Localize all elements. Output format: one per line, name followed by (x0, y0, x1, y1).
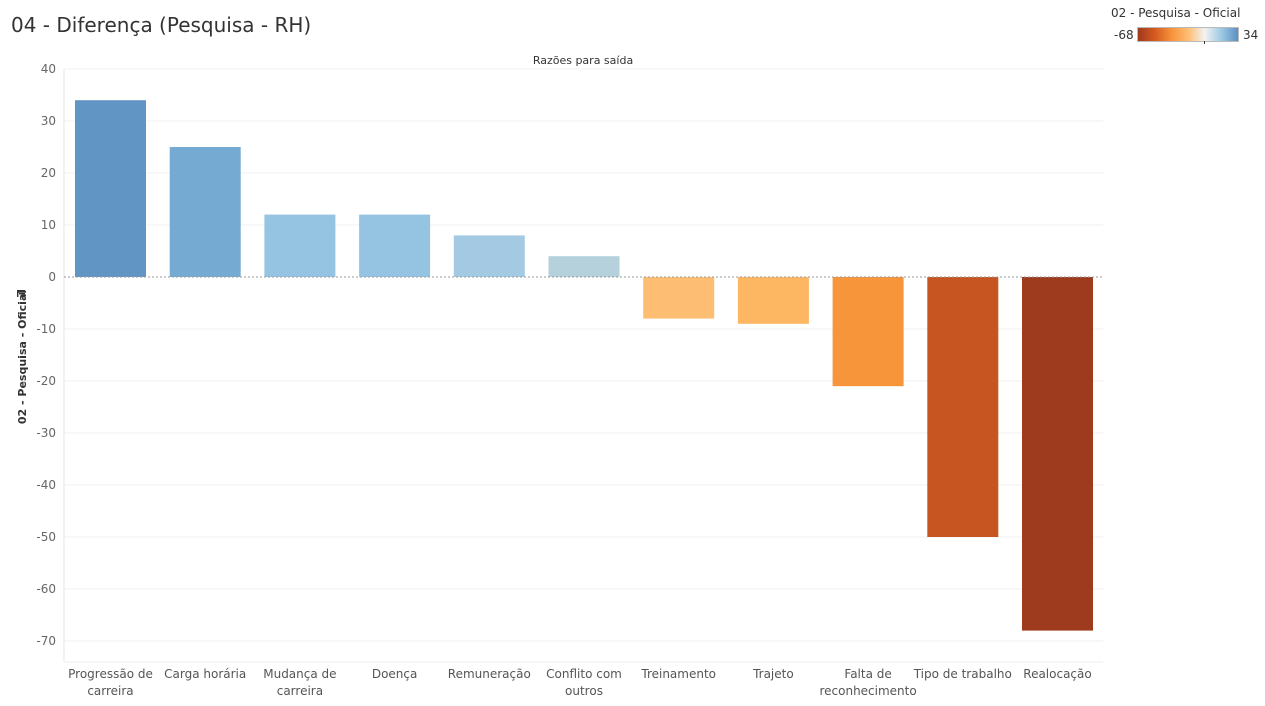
bar[interactable] (453, 235, 525, 277)
x-axis: Progressão de carreira Carga horária Mudanç… (68, 667, 1092, 698)
bar[interactable] (359, 214, 431, 277)
legend-zero-tick (1204, 41, 1205, 44)
y-tick-label: -70 (36, 634, 56, 648)
bar[interactable] (832, 277, 904, 387)
y-tick-label: 0 (48, 270, 56, 284)
x-tick-label: Doença (372, 667, 418, 681)
y-tick-label: -50 (36, 530, 56, 544)
y-axis-title: 02 - Pesquisa - Oficial (16, 290, 29, 424)
legend-gradient-bar (1137, 27, 1239, 42)
y-tick-label: 20 (41, 166, 56, 180)
bar[interactable] (737, 277, 809, 324)
y-tick-label: -20 (36, 374, 56, 388)
x-tick-label: Conflito com outros (546, 667, 622, 698)
bars (64, 100, 1103, 631)
bar[interactable] (75, 100, 146, 277)
x-tick-label: Realocação (1023, 667, 1091, 681)
bar[interactable] (169, 147, 241, 277)
legend-min-label: -68 (1114, 28, 1134, 42)
bar[interactable] (264, 214, 336, 277)
x-tick-label: Remuneração (448, 667, 531, 681)
bar[interactable] (1022, 277, 1093, 631)
x-tick-label: Tipo de trabalho (913, 667, 1012, 681)
y-tick-label: 10 (41, 218, 56, 232)
y-tick-label: -60 (36, 582, 56, 596)
sort-icon[interactable] (17, 290, 25, 298)
y-tick-label: -40 (36, 478, 56, 492)
legend-title: 02 - Pesquisa - Oficial (1111, 6, 1241, 20)
y-tick-label: -10 (36, 322, 56, 336)
x-tick-label: Progressão de carreira (68, 667, 153, 698)
y-axis: 40 30 20 10 0 -10 -20 -30 -40 -50 -60 -70 (36, 62, 56, 648)
y-tick-label: 30 (41, 114, 56, 128)
bar[interactable] (548, 256, 620, 277)
color-legend[interactable]: 02 - Pesquisa - Oficial -68 34 (1108, 6, 1258, 46)
page-title: 04 - Diferença (Pesquisa - RH) (11, 13, 312, 37)
x-tick-label: Carga horária (164, 667, 246, 681)
y-tick-label: -30 (36, 426, 56, 440)
x-tick-label: Trajeto (752, 667, 794, 681)
legend-max-label: 34 (1243, 28, 1259, 42)
chart-title: Razões para saída (533, 54, 633, 67)
x-tick-label: Treinamento (640, 667, 716, 681)
bar[interactable] (643, 277, 715, 319)
x-tick-label: Falta de reconhecimento (819, 667, 916, 698)
y-tick-label: 40 (41, 62, 56, 76)
gridlines (63, 68, 1103, 663)
x-tick-label: Mudança de carreira (263, 667, 336, 698)
bar[interactable] (927, 277, 999, 537)
